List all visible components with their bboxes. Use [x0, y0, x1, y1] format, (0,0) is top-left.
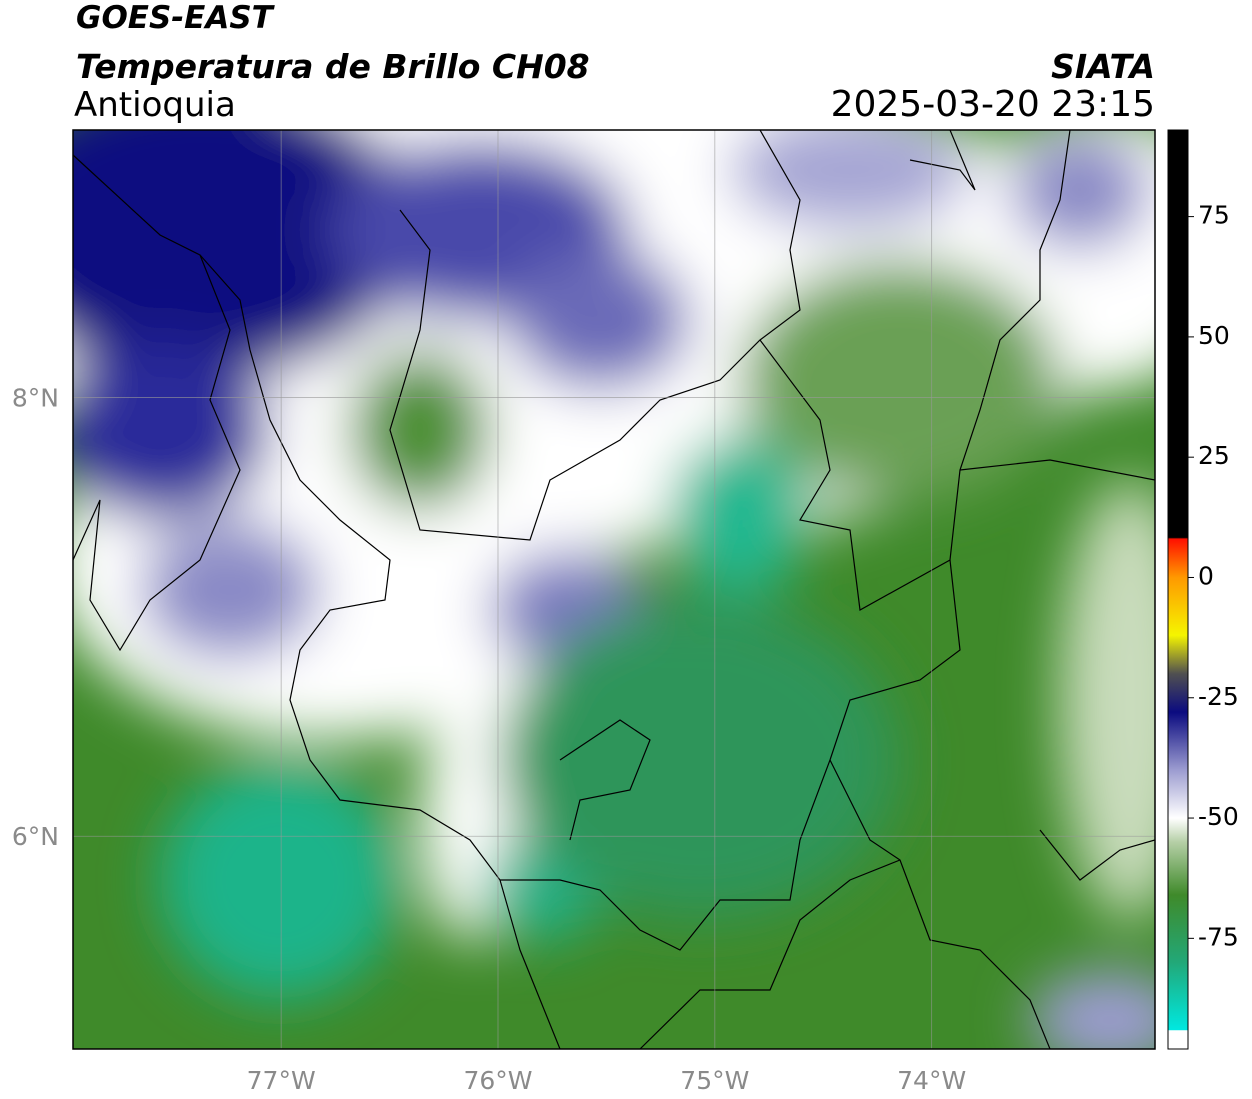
colorbar: 75 50 25 0 -25 -50 -75 — [1167, 129, 1239, 1050]
x-tick-label: 75°W — [680, 1066, 749, 1095]
plot-frame — [72, 129, 1156, 1050]
source: SIATA — [1051, 47, 1155, 86]
timestamp: 2025-03-20 23:15 — [831, 84, 1155, 125]
colorbar-scale — [1167, 129, 1189, 1050]
y-tick-label: 8°N — [12, 384, 59, 413]
x-tick-label: 76°W — [463, 1066, 532, 1095]
colorbar-tick-label: 50 — [1198, 321, 1230, 350]
colorbar-tick-label: -50 — [1198, 802, 1239, 831]
colorbar-tick-label: 75 — [1198, 201, 1230, 230]
x-tick-label: 77°W — [247, 1066, 316, 1095]
grid — [73, 130, 1155, 1049]
title: GOES-EAST — [76, 0, 276, 36]
colorbar-tick-label: 0 — [1198, 561, 1214, 590]
y-tick-label: 6°N — [12, 822, 59, 851]
region: Antioquia — [74, 85, 236, 125]
imagery — [73, 130, 1155, 1049]
colorbar-tick-label: -25 — [1198, 682, 1239, 711]
subtitle: Temperatura de Brillo CH08 — [76, 47, 590, 86]
colorbar-tick-label: 25 — [1198, 441, 1230, 470]
colorbar-tick-label: -75 — [1198, 922, 1239, 951]
x-tick-label: 74°W — [897, 1066, 966, 1095]
borders — [73, 130, 1155, 1049]
